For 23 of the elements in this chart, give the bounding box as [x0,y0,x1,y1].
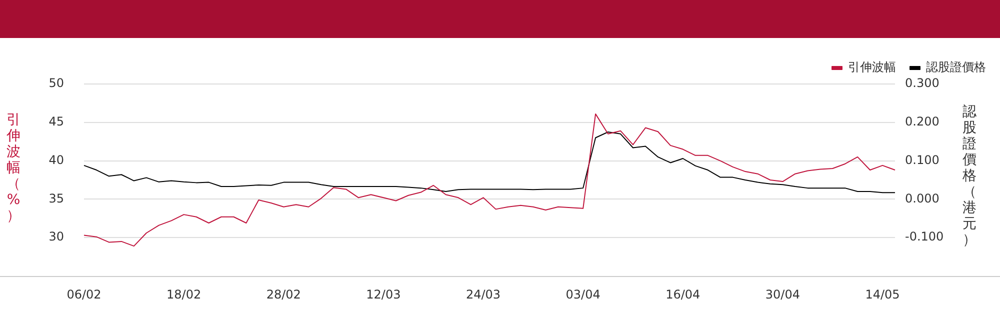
y2-tick-label: 0.200 [905,114,940,129]
legend-label: 認股證價格 [926,60,986,74]
x-tick-label: 03/04 [566,287,600,302]
y2-tick-label: 0.000 [905,191,940,206]
legend-label: 引伸波幅 [848,60,896,74]
y2-tick-label: 0.100 [905,152,940,167]
x-tick-label: 06/02 [66,287,102,302]
y-tick-label: 40 [48,152,64,167]
text: 認股證價格（港元） [962,104,976,248]
y-axis-title: 引伸波幅（%） [6,112,21,224]
x-tick-label: 16/04 [666,287,700,302]
x-tick-label: 12/03 [366,287,401,302]
y-tick-label: 35 [48,191,64,206]
y-tick-label: 50 [48,76,64,90]
y2-tick-label: 0.300 [905,76,940,90]
y2-tick-label: -0.100 [905,230,944,244]
y-tick-label: 45 [48,114,64,129]
x-tick-label: 18/02 [166,287,202,302]
y-tick-label: 30 [48,230,64,244]
x-tick-label: 14/05 [865,287,900,302]
x-tick-label: 30/04 [765,287,800,302]
x-tick-label: 24/03 [466,287,501,302]
x-tick-label: 28/02 [266,287,301,302]
